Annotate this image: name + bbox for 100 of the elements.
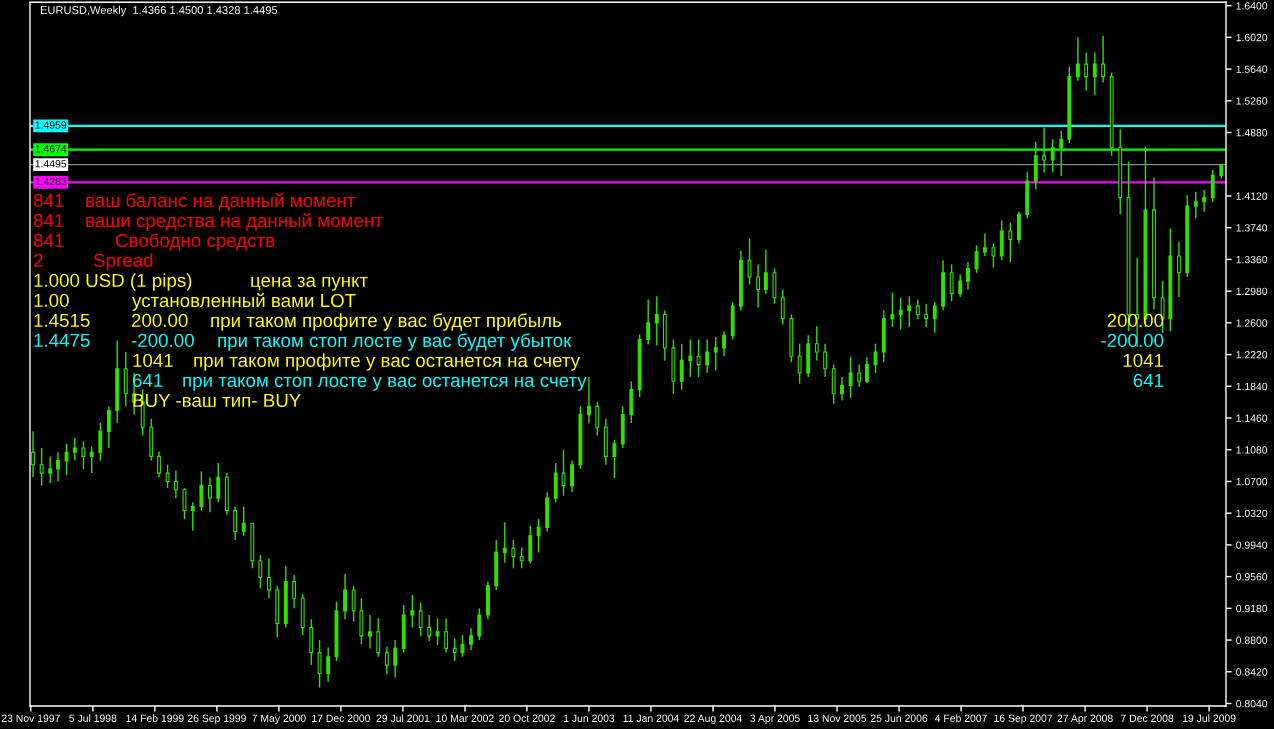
x-tick-label: 1 Jun 2003: [563, 714, 615, 722]
y-tick-label: 1.0700: [1236, 477, 1268, 486]
candlestick: [182, 487, 187, 520]
candlestick: [190, 501, 195, 532]
candlestick: [890, 292, 895, 328]
candlestick: [679, 343, 684, 391]
annotation: при таком стоп лосте у вас останется на счету: [183, 376, 587, 391]
candlestick: [814, 325, 819, 362]
candlestick: [982, 232, 987, 257]
annotation: при таком профите у вас останется на счету: [194, 353, 581, 371]
y-tick-label: 1.1080: [1236, 446, 1268, 454]
candlestick: [1101, 34, 1106, 84]
annotation: 1041: [133, 353, 173, 368]
annotation: цена за пункт: [251, 276, 368, 291]
y-tick-label: 1.0320: [1236, 509, 1268, 518]
x-tick-label: 29 Jul 2001: [376, 714, 430, 722]
candlestick: [974, 244, 979, 274]
y-tick-label: 1.4880: [1236, 129, 1268, 137]
annotation: 2: [33, 253, 43, 267]
candlestick: [587, 376, 591, 424]
candlestick: [502, 521, 507, 564]
annotation: при таком стоп лосте у вас будет убыток: [218, 333, 572, 351]
y-tick-label: 1.6020: [1236, 33, 1268, 42]
candlestick: [949, 263, 954, 302]
candlestick: [654, 295, 659, 347]
annotation: 1.4475: [34, 333, 90, 348]
x-tick-label: 5 Jul 1998: [69, 714, 117, 722]
candlestick: [570, 459, 575, 493]
y-tick-label: 1.1460: [1236, 414, 1268, 422]
annotation: 841: [33, 193, 64, 208]
candlestick: [418, 601, 423, 637]
x-tick-label: 25 Jun 2006: [870, 714, 928, 722]
candlestick: [1092, 51, 1097, 96]
y-tick-label: 0.8040: [1236, 700, 1268, 708]
candlestick: [31, 430, 35, 478]
y-tick-label: 0.9560: [1236, 573, 1268, 581]
ref-line-label: 1.4283: [35, 177, 67, 186]
candlestick: [857, 363, 862, 388]
candlestick: [1202, 189, 1207, 213]
annotation: установленный вами LOT: [132, 293, 356, 311]
candlestick: [612, 439, 617, 479]
candlestick: [924, 302, 929, 328]
candlestick: [233, 505, 238, 541]
y-tick-label: 1.2220: [1236, 351, 1268, 359]
annotation: 1041: [1123, 353, 1164, 368]
candlestick: [368, 614, 372, 650]
candlestick: [696, 338, 701, 378]
candlestick: [1059, 130, 1064, 177]
y-tick-label: 1.5640: [1236, 65, 1268, 73]
annotation: Свободно средств: [115, 233, 275, 251]
candlestick: [722, 330, 727, 357]
candlestick: [688, 338, 693, 378]
candlestick: [705, 338, 710, 374]
candlestick: [48, 455, 53, 484]
candlestick: [873, 343, 878, 374]
y-tick-label: 1.6400: [1236, 2, 1268, 10]
candlestick: [452, 637, 457, 662]
candlestick: [56, 451, 60, 483]
x-tick-label: 11 Jan 2004: [623, 714, 679, 722]
x-tick-label: 26 Sep 1999: [187, 714, 246, 725]
candlestick: [477, 607, 482, 641]
candlestick: [756, 263, 761, 309]
candlestick: [376, 617, 381, 658]
x-tick-label: 7 Dec 2008: [1120, 714, 1174, 722]
candlestick: [469, 627, 473, 651]
candlestick: [1210, 169, 1215, 203]
candlestick: [241, 505, 246, 537]
candlestick: [991, 242, 996, 269]
candlestick: [435, 617, 440, 646]
y-tick-label: 1.2600: [1236, 319, 1268, 327]
candlestick: [343, 573, 347, 620]
candlestick: [958, 273, 963, 298]
candlestick: [713, 336, 718, 372]
annotation: 200.00: [131, 313, 188, 328]
candlestick: [1176, 241, 1181, 298]
candlestick: [780, 288, 785, 326]
candlestick: [646, 298, 651, 346]
candlestick: [98, 422, 103, 462]
candlestick: [199, 470, 204, 512]
candlestick: [393, 639, 398, 679]
x-tick-label: 23 Nov 1997: [1, 714, 60, 722]
candlestick: [864, 356, 869, 384]
candlestick: [1193, 191, 1198, 220]
annotation: 1.000 USD (1 pips): [34, 273, 192, 291]
y-tick-label: 1.2980: [1236, 287, 1268, 295]
candlestick: [561, 449, 566, 497]
candlestick: [1042, 126, 1047, 174]
y-tick-label: 1.4120: [1236, 192, 1268, 200]
candlestick: [460, 634, 465, 658]
candlestick: [64, 443, 69, 476]
candlestick: [157, 450, 161, 478]
candlestick: [932, 301, 937, 334]
ref-line-label: 1.4674: [35, 145, 67, 153]
x-tick-label: 19 Jul 2009: [1182, 714, 1236, 722]
y-tick-label: 0.8420: [1236, 668, 1268, 676]
x-tick-label: 3 Apr 2005: [750, 714, 800, 725]
candlestick: [1050, 138, 1055, 174]
annotation: 841: [33, 233, 64, 248]
x-tick-label: 22 Aug 2004: [684, 714, 742, 725]
annotation: 1.4515: [34, 313, 90, 328]
